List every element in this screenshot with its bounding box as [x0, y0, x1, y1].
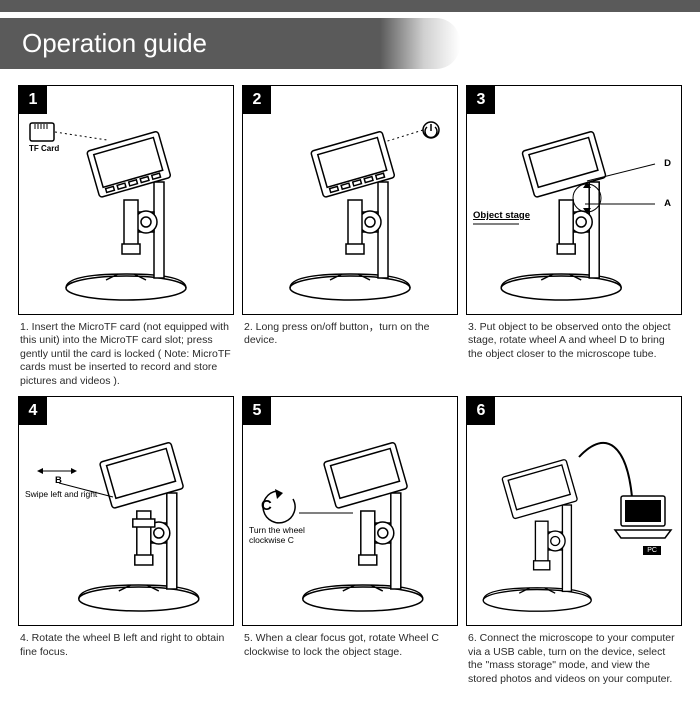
- title-ribbon: Operation guide: [0, 18, 410, 69]
- step-4-panel: 4: [18, 396, 234, 626]
- step-5-number: 5: [243, 397, 271, 425]
- step-6-number: 6: [467, 397, 495, 425]
- microscope-drawing: [270, 112, 430, 302]
- step-1: 1 TF Card: [18, 85, 234, 388]
- step-3-caption: 3. Put object to be observed onto the ob…: [466, 315, 682, 361]
- steps-grid: 1 TF Card: [0, 69, 700, 709]
- step-6-caption: 6. Connect the microscope to your comput…: [466, 626, 682, 686]
- step-2-panel: 2: [242, 85, 458, 315]
- label-B: B: [55, 475, 62, 486]
- step-4: 4: [18, 396, 234, 699]
- step-2: 2: [242, 85, 458, 388]
- step-5-caption: 5. When a clear focus got, rotate Wheel …: [242, 626, 458, 659]
- step-6-panel: 6: [466, 396, 682, 626]
- step-5-leader: [243, 397, 453, 626]
- label-A: A: [664, 198, 671, 209]
- label-D: D: [664, 158, 671, 169]
- step-1-caption: 1. Insert the MicroTF card (not equipped…: [18, 315, 234, 388]
- laptop-icon: [613, 494, 673, 545]
- object-stage-label: Object stage: [473, 210, 530, 221]
- step-3: 3: [466, 85, 682, 388]
- step-2-number: 2: [243, 86, 271, 114]
- step-5-panel: 5: [242, 396, 458, 626]
- pc-label: PC: [643, 546, 661, 555]
- microscope-drawing: [46, 112, 206, 302]
- page-title: Operation guide: [22, 28, 207, 58]
- step-1-number: 1: [19, 86, 47, 114]
- step-6: 6: [466, 396, 682, 699]
- step-1-panel: 1 TF Card: [18, 85, 234, 315]
- step-4-caption: 4. Rotate the wheel B left and right to …: [18, 626, 234, 659]
- top-accent-bar: [0, 0, 700, 12]
- step-2-caption: 2. Long press on/off button，turn on the …: [242, 315, 458, 348]
- step-4-leaders: [19, 397, 229, 626]
- step-5: 5: [242, 396, 458, 699]
- rotate-arrows-icon: [567, 178, 607, 218]
- swipe-label: Swipe left and right: [25, 489, 97, 499]
- step-3-number: 3: [467, 86, 495, 114]
- step-4-number: 4: [19, 397, 47, 425]
- step-3-panel: 3: [466, 85, 682, 315]
